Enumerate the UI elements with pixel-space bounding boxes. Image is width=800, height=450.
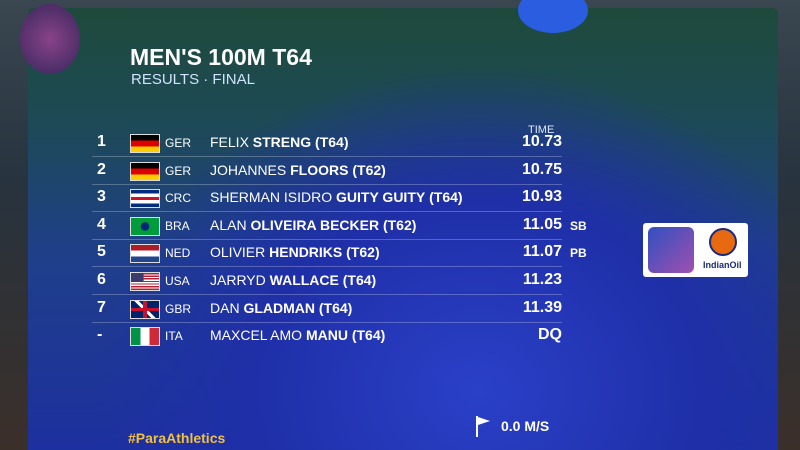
row-divider bbox=[92, 156, 562, 157]
time: DQ bbox=[538, 326, 562, 344]
rank: 6 bbox=[97, 271, 106, 288]
name-family: GUITY GUITY bbox=[336, 189, 426, 206]
country-code: CRC bbox=[165, 191, 191, 206]
athlete-name: JOHANNES FLOORS (T62) bbox=[210, 162, 386, 178]
country-code: NED bbox=[165, 246, 191, 261]
country-code: GER bbox=[165, 136, 192, 150]
time: 10.93 bbox=[521, 188, 562, 206]
name-class: (T62) bbox=[382, 216, 417, 233]
flag bbox=[130, 134, 160, 153]
flag bbox=[130, 327, 160, 347]
wind-flag-icon bbox=[476, 416, 490, 437]
name-given: SHERMAN ISIDRO bbox=[210, 189, 333, 206]
sponsor-panel: IndianOil bbox=[643, 223, 748, 277]
rank: 4 bbox=[97, 215, 106, 233]
name-given: JOHANNES bbox=[210, 161, 287, 178]
time: 10.73 bbox=[521, 133, 562, 150]
time: 11.05 bbox=[522, 215, 562, 233]
row-divider bbox=[92, 238, 562, 240]
athlete-name: JARRYD WALLACE (T64) bbox=[210, 272, 376, 288]
athlete-name: OLIVIER HENDRIKS (T62) bbox=[210, 244, 380, 260]
flag bbox=[130, 189, 160, 209]
athlete-name: DAN GLADMAN (T64) bbox=[210, 300, 352, 316]
oil-logo bbox=[709, 228, 737, 256]
athlete-name: MAXCEL AMO MANU (T64) bbox=[210, 327, 385, 343]
row-divider bbox=[92, 183, 562, 185]
athlete-name: ALAN OLIVEIRA BECKER (T62) bbox=[210, 217, 416, 233]
athlete-name: FELIX STRENG (T64) bbox=[210, 134, 348, 150]
name-family: WALLACE bbox=[269, 272, 339, 288]
name-given: OLIVIER bbox=[210, 244, 266, 261]
country-code: ITA bbox=[165, 329, 183, 344]
time: 10.75 bbox=[521, 160, 562, 178]
record-note: SB bbox=[570, 218, 587, 233]
name-given: ALAN bbox=[210, 216, 247, 233]
athlete-name: SHERMAN ISIDRO GUITY GUITY (T64) bbox=[210, 189, 463, 205]
name-class: (T64) bbox=[318, 299, 353, 316]
wind-speed: 0.0 M/S bbox=[501, 418, 550, 434]
name-given: JARRYD bbox=[210, 272, 266, 288]
rank: 2 bbox=[97, 160, 106, 178]
time-header: TIME bbox=[528, 124, 555, 136]
name-given: MAXCEL AMO bbox=[210, 327, 303, 344]
name-class: (T64) bbox=[315, 134, 349, 150]
row-divider bbox=[92, 211, 562, 213]
time: 11.39 bbox=[522, 298, 562, 316]
title: MEN'S 100M T64 bbox=[130, 44, 312, 70]
name-class: (T64) bbox=[429, 189, 463, 206]
flag bbox=[130, 299, 160, 319]
hashtag: #ParaAthletics bbox=[128, 430, 226, 446]
row-divider bbox=[92, 321, 562, 323]
subtitle: RESULTS · FINAL bbox=[131, 71, 255, 88]
name-given: DAN bbox=[210, 299, 240, 316]
name-family: OLIVEIRA BECKER bbox=[250, 216, 380, 233]
time: 11.23 bbox=[522, 271, 562, 288]
rank: 7 bbox=[97, 298, 106, 316]
name-family: HENDRIKS bbox=[269, 244, 343, 261]
name-class: (T62) bbox=[346, 244, 380, 261]
country-code: USA bbox=[165, 274, 190, 288]
name-class: (T62) bbox=[352, 161, 386, 178]
flag bbox=[130, 216, 160, 236]
row-divider bbox=[92, 294, 562, 295]
rank: 3 bbox=[97, 188, 106, 206]
rank: 5 bbox=[97, 243, 106, 261]
name-class: (T64) bbox=[351, 327, 386, 344]
sponsor-name: IndianOil bbox=[703, 260, 742, 270]
rank: 1 bbox=[97, 133, 106, 150]
name-given: FELIX bbox=[210, 134, 249, 150]
corner-blob bbox=[20, 4, 80, 74]
record-note: PB bbox=[570, 246, 587, 261]
time: 11.07 bbox=[522, 243, 562, 261]
flag bbox=[130, 244, 160, 264]
country-code: BRA bbox=[165, 218, 190, 233]
country-code: GBR bbox=[165, 301, 192, 316]
flag bbox=[130, 272, 160, 291]
name-class: (T64) bbox=[342, 272, 377, 288]
event-logo bbox=[648, 227, 694, 273]
rank: - bbox=[97, 326, 103, 344]
top-blob bbox=[518, 0, 588, 33]
name-family: MANU bbox=[305, 327, 348, 344]
name-family: GLADMAN bbox=[243, 299, 315, 316]
row-divider bbox=[92, 266, 562, 268]
flag bbox=[130, 161, 160, 181]
country-code: GER bbox=[165, 163, 192, 178]
name-family: STRENG bbox=[252, 134, 312, 150]
name-family: FLOORS bbox=[290, 161, 349, 178]
